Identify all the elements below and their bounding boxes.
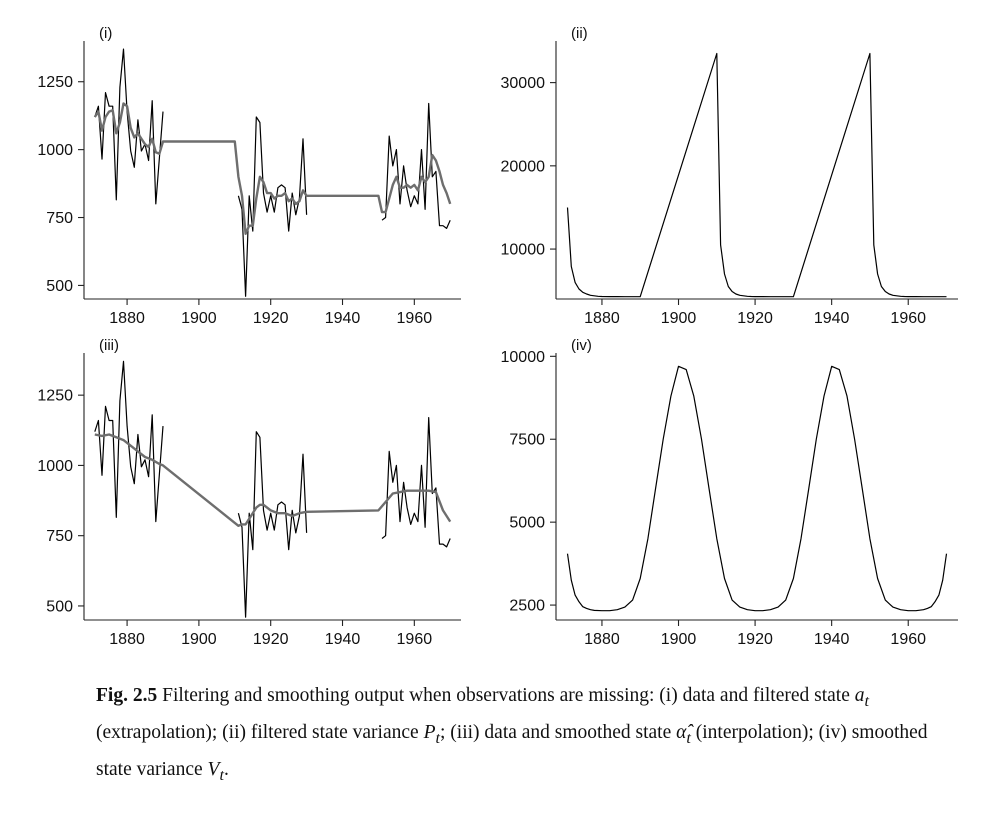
y-tick-label: 1000 [37,458,73,475]
y-tick-label: 7500 [509,432,545,449]
panel-label: (i) [99,25,112,42]
x-tick-label: 1940 [814,310,850,327]
x-tick-label: 1900 [661,310,697,327]
y-tick-label: 1250 [37,388,73,405]
chart-panel-4: 1880 1900 1920 1940 1960 2500 5000 7500 10000 (iv… [501,337,958,648]
x-tick-label: 1960 [890,310,926,327]
series-line [94,360,164,523]
y-tick-label: 500 [46,598,73,615]
y-tick-label: 1000 [37,142,73,159]
y-tick-label: 10000 [501,242,546,259]
x-tick-label: 1880 [584,310,620,327]
y-tick-label: 750 [46,210,73,227]
figure-canvas: 1880 1900 1920 1940 196050075010001250(i)188… [37,25,958,648]
chart-panel-2: 1880 1900 1920 1940 1960 10000 20000 30000 (ii) [501,25,958,327]
x-tick-label: 1900 [181,310,217,327]
series-line [381,102,451,229]
y-tick-label: 30000 [501,75,546,92]
series-line [237,116,308,297]
x-tick-label: 1920 [737,310,773,327]
series-line [566,52,947,298]
y-tick-label: 20000 [501,158,546,175]
x-tick-label: 1920 [737,631,773,648]
x-tick-label: 1920 [253,631,289,648]
series-line [566,365,948,612]
y-tick-label: 500 [46,278,73,295]
x-tick-label: 1960 [890,631,926,648]
chart-panel-3: 1880 1900 1920 1940 1960 500 750 1000 1250 (iii) [37,337,461,648]
x-tick-label: 1880 [109,631,145,648]
x-tick-label: 1880 [584,631,620,648]
y-tick-label: 750 [46,528,73,545]
y-tick-label: 2500 [509,598,545,615]
x-tick-label: 1920 [253,310,289,327]
figure-label: Fig. 2.5 [96,685,158,706]
x-tick-label: 1960 [397,631,433,648]
x-tick-label: 1960 [397,310,433,327]
y-tick-label: 1250 [37,74,73,91]
panel-label: (iii) [99,337,119,354]
series-line [237,431,308,618]
series-line [381,417,451,548]
panel-label: (ii) [571,25,588,42]
series-line [94,48,164,205]
y-tick-label: 5000 [509,515,545,532]
chart-panel-1: 1880 1900 1920 1940 1960 500 750 1000 1250 (i) [37,25,461,327]
x-tick-label: 1940 [325,631,361,648]
series-line [94,433,452,527]
panel-label: (iv) [571,337,592,354]
y-tick-label: 10000 [501,349,546,366]
series-line [93,102,452,236]
caption-text: Filtering and smoothing output when obse… [96,685,928,784]
x-tick-label: 1900 [181,631,217,648]
x-tick-label: 1900 [661,631,697,648]
figure-caption: Fig. 2.5 Filtering and smoothing output … [96,680,966,791]
x-tick-label: 1880 [109,310,145,327]
x-tick-label: 1940 [814,631,850,648]
x-tick-label: 1940 [325,310,361,327]
